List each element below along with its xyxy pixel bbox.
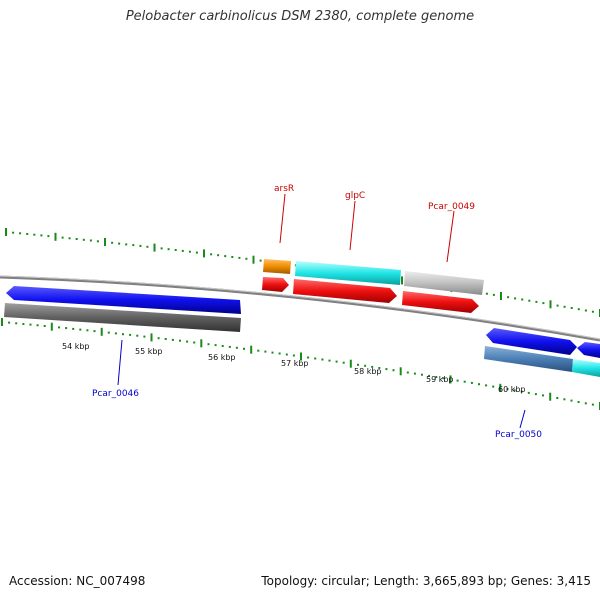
leader-line-pcar0046 [117,339,123,386]
gene-label-pcar0050[interactable]: Pcar_0050 [495,430,542,440]
genome-backbone-highlight [0,275,600,340]
grey-bar-pcar0046[interactable] [4,303,241,332]
scale-label-60kbp: 60 kbp [498,385,526,394]
grey-feature-pcar0049-upper[interactable] [404,271,484,295]
steel-bar-pcar0050[interactable] [484,346,573,372]
scale-label-57kbp: 57 kbp [281,359,309,368]
scale-label-54kbp: 54 kbp [62,342,90,351]
genome-summary-text: Topology: circular; Length: 3,665,893 bp… [261,574,591,588]
map-title: Pelobacter carbinolicus DSM 2380, comple… [125,9,475,24]
gene-label-arsR[interactable]: arsR [274,184,294,194]
cyan-feature-glpC-upper[interactable] [295,261,401,285]
gene-label-pcar0049[interactable]: Pcar_0049 [428,202,475,212]
scale-label-55kbp: 55 kbp [135,347,163,356]
red-arrow-glpC[interactable] [293,279,397,303]
scale-label-56kbp: 56 kbp [208,353,236,362]
red-arrow-arsR[interactable] [262,277,289,292]
scale-label-59kbp: 59 kbp [426,375,454,384]
gene-label-pcar0046[interactable]: Pcar_0046 [92,389,139,399]
scale-label-58kbp: 58 kbp [354,367,382,376]
blue-arrow-pcar0050[interactable] [486,328,577,355]
leader-line-arsR [279,193,286,244]
orange-feature-arsR-upper[interactable] [263,259,291,274]
red-arrow-pcar0049[interactable] [402,291,479,313]
genome-backbone [0,275,600,342]
blue-arrow-next[interactable] [577,342,600,358]
inner-tick-ring [1,318,600,410]
leader-line-pcar0049 [446,210,455,263]
leader-line-glpC [349,200,356,251]
cyan-bar-next[interactable] [572,359,600,377]
blue-arrow-pcar0046[interactable] [6,286,241,314]
gene-label-glpC[interactable]: glpC [345,191,365,201]
accession-text: Accession: NC_007498 [9,574,146,588]
leader-line-pcar0050 [519,409,526,429]
